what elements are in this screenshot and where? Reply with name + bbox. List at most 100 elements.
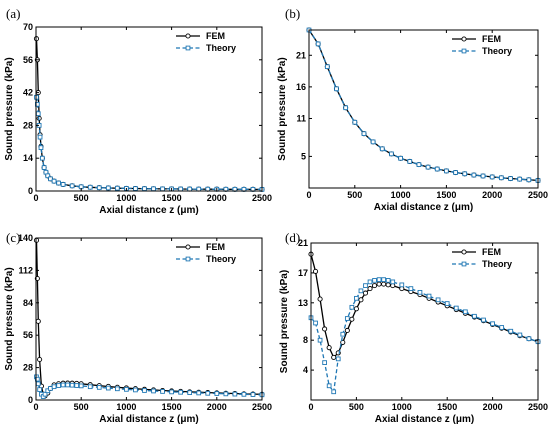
legend-marker bbox=[461, 249, 467, 255]
data-point-theory bbox=[379, 146, 385, 152]
x-tick-label: 1500 bbox=[162, 193, 182, 203]
data-point-theory bbox=[334, 86, 339, 92]
data-point-theory bbox=[196, 390, 202, 396]
x-tick-label: 0 bbox=[33, 402, 38, 412]
y-axis-label: Sound pressure (kPa) bbox=[4, 57, 15, 160]
chart-panel-2: (c) 0 500 1000 1500 2000 2500 0 28 56 84 112 140 Axia… bbox=[4, 230, 272, 425]
x-tick-label: 2000 bbox=[207, 193, 227, 203]
data-point-theory bbox=[417, 289, 423, 295]
data-point-theory bbox=[69, 183, 75, 189]
data-point-theory bbox=[370, 139, 376, 145]
data-point-theory bbox=[87, 384, 93, 390]
data-point-theory bbox=[326, 383, 332, 389]
data-point-theory bbox=[315, 41, 321, 47]
data-point-theory bbox=[160, 186, 165, 192]
data-point-theory bbox=[38, 145, 44, 151]
x-tick-label: 2000 bbox=[483, 402, 503, 412]
data-point-theory bbox=[481, 317, 486, 323]
data-point-theory bbox=[105, 185, 111, 191]
data-point-theory bbox=[39, 155, 45, 161]
data-point-fem bbox=[322, 326, 328, 332]
data-point-theory bbox=[499, 175, 504, 181]
legend-entry-fem: FEM bbox=[206, 242, 225, 252]
x-tick-label: 1000 bbox=[391, 190, 411, 200]
legend-entry-theory: Theory bbox=[206, 43, 236, 53]
data-point-fem bbox=[381, 281, 387, 287]
data-point-theory bbox=[133, 387, 138, 393]
data-point-theory bbox=[232, 391, 238, 397]
data-point-theory bbox=[416, 162, 422, 167]
data-point-theory bbox=[462, 171, 468, 177]
data-point-fem bbox=[353, 306, 359, 312]
data-point-theory bbox=[56, 383, 61, 388]
y-tick-label: 28 bbox=[23, 120, 33, 130]
x-tick-label: 1000 bbox=[392, 402, 412, 412]
y-tick-label: 21 bbox=[296, 50, 306, 60]
legend-entry-fem: FEM bbox=[482, 247, 501, 257]
data-point-theory bbox=[35, 376, 40, 382]
panel-label: (a) bbox=[6, 6, 20, 21]
data-point-theory bbox=[205, 390, 211, 396]
data-point-fem bbox=[362, 290, 369, 296]
data-point-theory bbox=[35, 111, 41, 117]
data-point-theory bbox=[381, 277, 386, 282]
x-tick-label: 0 bbox=[33, 193, 38, 203]
panel-label: (d) bbox=[285, 230, 300, 245]
data-point-theory bbox=[56, 180, 61, 186]
data-point-theory bbox=[313, 320, 318, 326]
data-point-theory bbox=[349, 304, 355, 310]
y-tick-label: 42 bbox=[23, 88, 33, 98]
x-tick-label: 1500 bbox=[162, 402, 182, 412]
legend-entry-theory: Theory bbox=[482, 259, 512, 269]
axis-frame bbox=[35, 26, 263, 192]
x-tick-label: 500 bbox=[347, 190, 362, 200]
data-point-fem bbox=[340, 339, 346, 345]
data-point-theory bbox=[463, 309, 468, 315]
legend-marker bbox=[461, 261, 467, 267]
series-line-fem bbox=[35, 38, 262, 191]
data-point-theory bbox=[160, 389, 165, 394]
x-tick-label: 500 bbox=[74, 193, 89, 203]
x-axis-label: Axial distance z (μm) bbox=[99, 414, 198, 425]
data-point-theory bbox=[317, 337, 323, 343]
x-tick-label: 1500 bbox=[437, 402, 457, 412]
data-point-theory bbox=[196, 186, 202, 192]
x-axis-label: Axial distance z (μm) bbox=[375, 414, 474, 425]
data-point-fem bbox=[376, 281, 382, 287]
data-point-theory bbox=[214, 391, 220, 396]
data-point-theory bbox=[178, 389, 183, 395]
y-axis-label: Sound pressure (kPa) bbox=[277, 57, 288, 160]
y-tick-label: 4 bbox=[303, 365, 308, 375]
data-point-theory bbox=[372, 278, 377, 283]
data-point-theory bbox=[35, 381, 41, 387]
y-tick-label: 56 bbox=[23, 55, 33, 65]
data-point-fem bbox=[367, 286, 373, 292]
y-tick-label: 0 bbox=[28, 395, 33, 405]
y-tick-label: 0 bbox=[28, 186, 33, 196]
data-point-theory bbox=[151, 388, 156, 394]
data-point-theory bbox=[434, 166, 440, 172]
data-point-theory bbox=[187, 390, 193, 395]
x-tick-label: 0 bbox=[308, 402, 313, 412]
y-tick-label: 17 bbox=[298, 268, 308, 278]
data-point-theory bbox=[74, 383, 80, 388]
data-point-theory bbox=[390, 279, 396, 285]
data-point-theory bbox=[363, 283, 368, 288]
y-tick-label: 11 bbox=[296, 113, 306, 123]
data-point-fem bbox=[35, 318, 41, 324]
data-point-theory bbox=[480, 173, 486, 179]
data-point-theory bbox=[352, 119, 358, 125]
x-tick-label: 2500 bbox=[528, 190, 548, 200]
data-point-theory bbox=[45, 173, 51, 179]
data-point-theory bbox=[142, 186, 147, 192]
data-point-theory bbox=[407, 159, 413, 164]
data-point-theory bbox=[517, 332, 523, 338]
data-point-theory bbox=[96, 185, 102, 191]
data-point-theory bbox=[51, 178, 57, 184]
x-tick-label: 1000 bbox=[116, 193, 136, 203]
data-point-fem bbox=[358, 297, 364, 303]
data-point-theory bbox=[60, 182, 66, 187]
data-point-fem bbox=[317, 296, 323, 302]
